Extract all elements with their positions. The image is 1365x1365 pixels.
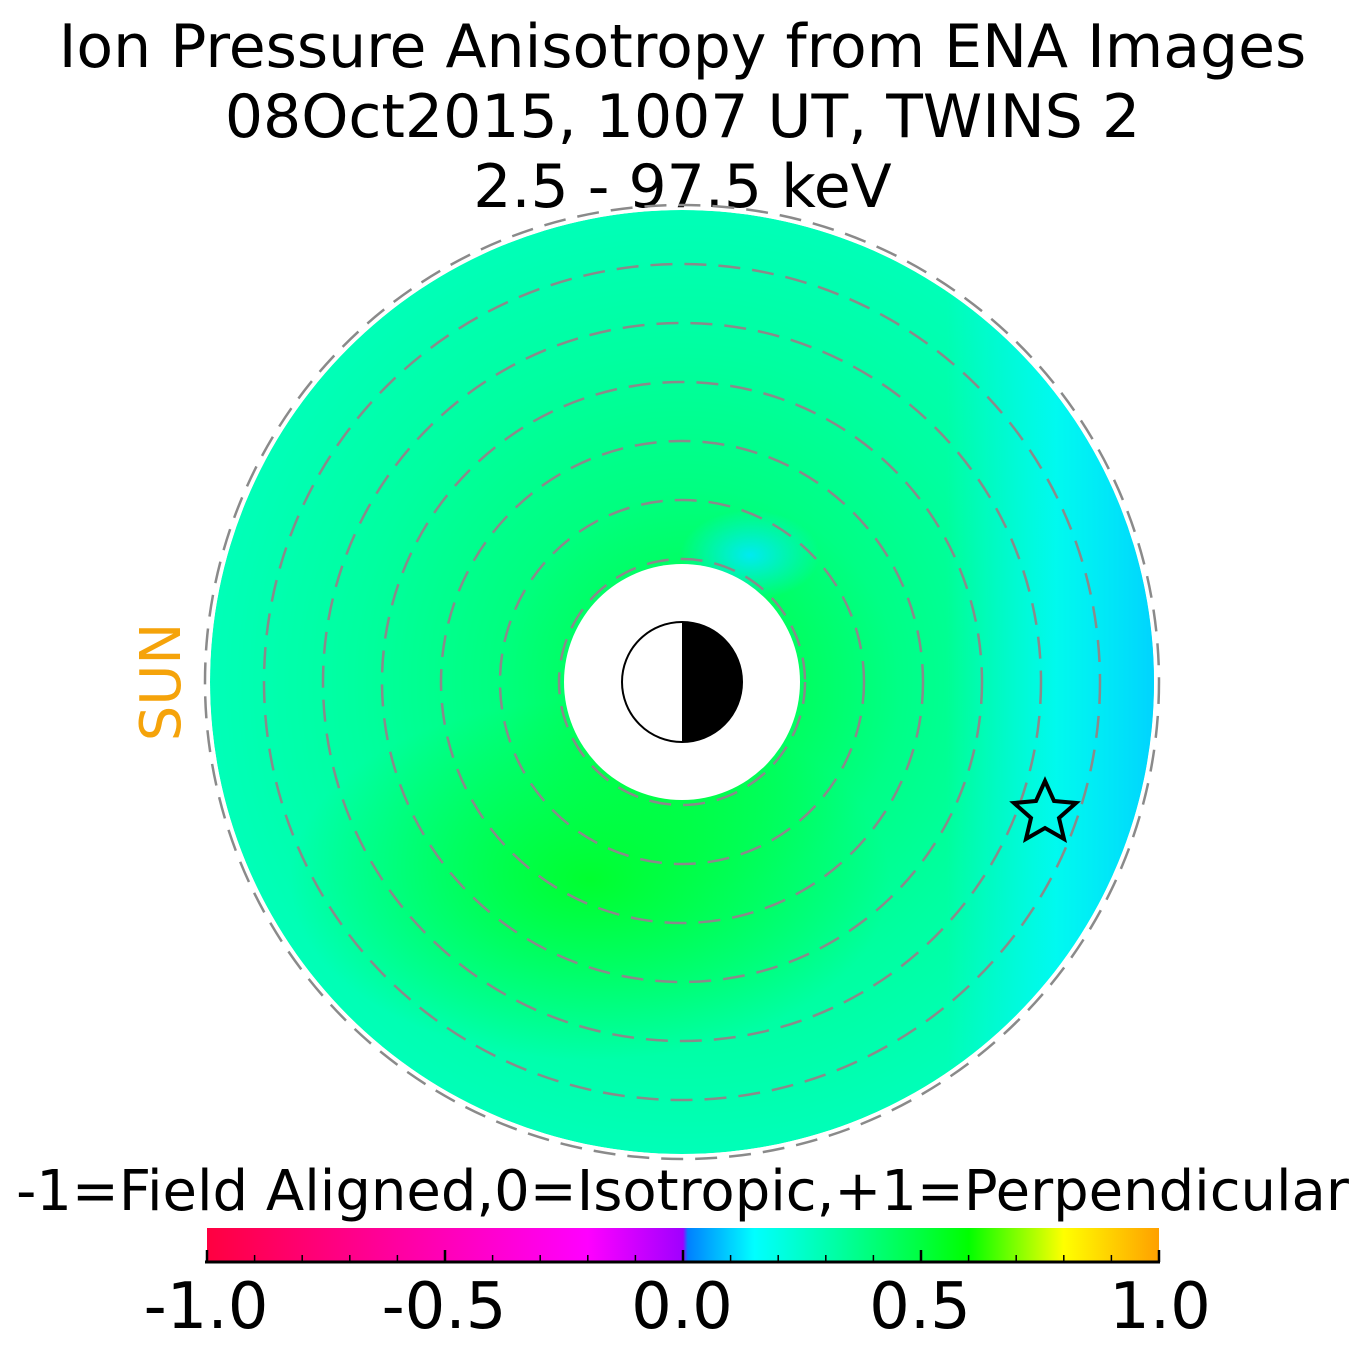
dashed-ring	[262, 262, 1102, 1102]
chart-title-line-3: 2.5 - 97.5 keV	[473, 152, 892, 222]
chart-title-line-2: 08Oct2015, 1007 UT, TWINS 2	[224, 82, 1141, 152]
colorbar-tick-label: 1.0	[1109, 1270, 1211, 1344]
colorbar-tick-label: -1.0	[143, 1270, 269, 1344]
earth-icon	[621, 621, 743, 743]
dashed-ring	[439, 439, 925, 925]
dashed-ring	[498, 498, 866, 866]
colorbar-tick-label: 0.5	[869, 1270, 971, 1344]
colorbar-ticks	[205, 1250, 1161, 1262]
colorbar-tick-label: -0.5	[381, 1270, 507, 1344]
sun-direction-label: SUN	[129, 622, 194, 742]
colorbar-tick-label: 0.0	[631, 1270, 733, 1344]
dashed-ring	[557, 557, 807, 807]
outer-dashed-ring	[203, 203, 1161, 1161]
dashed-ring	[380, 380, 984, 984]
colorbar-title: -1=Field Aligned,0=Isotropic,+1=Perpendi…	[16, 1159, 1349, 1224]
dashed-ring	[321, 321, 1043, 1043]
star-icon	[1009, 776, 1081, 844]
dashed-rings	[203, 203, 1161, 1161]
chart-title-line-1: Ion Pressure Anisotropy from ENA Images	[58, 12, 1307, 82]
